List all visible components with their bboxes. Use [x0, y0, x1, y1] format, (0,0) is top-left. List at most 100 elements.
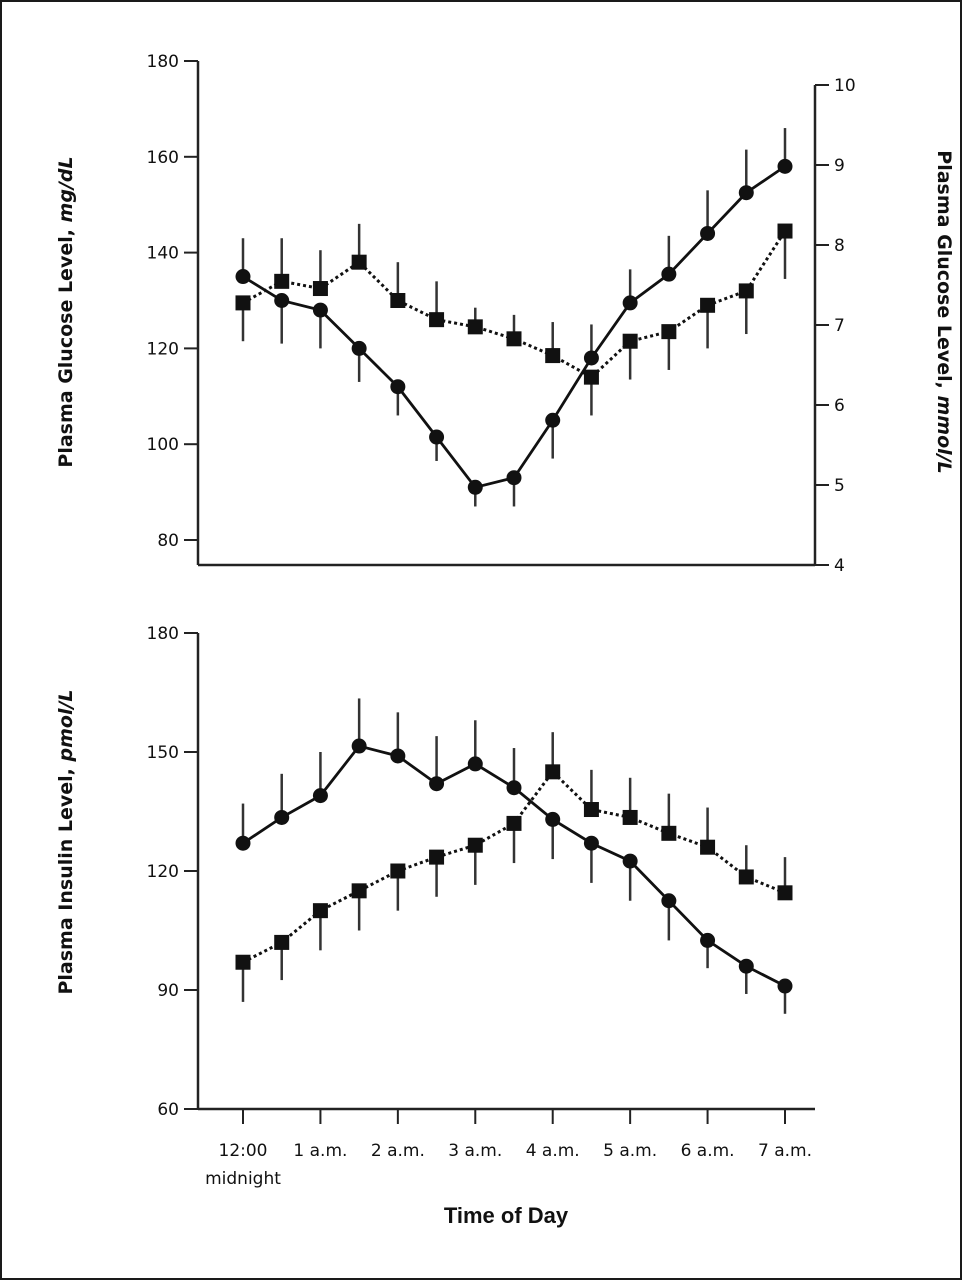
glucose-panel: 80 100 120 140 160 180 4 5 6 7 8 9 10 Plasma Glucos…: [55, 52, 955, 576]
x-tick-label: 1 a.m.: [293, 1141, 347, 1161]
insulin-data-point-circle: [390, 748, 406, 764]
glucose-data-point-circle: [506, 470, 522, 486]
glucose-data-point-square: [738, 283, 754, 299]
glucose-y-tick-label: 80: [157, 531, 179, 551]
insulin-y-label-text: Plasma Insulin Level,: [55, 762, 77, 995]
glucose-data-point-circle: [351, 340, 367, 356]
insulin-data-point-square: [235, 954, 251, 970]
insulin-y-tick-label: 180: [147, 624, 179, 644]
x-tick-label: 3 a.m.: [448, 1141, 502, 1161]
x-tick-label: 4 a.m.: [526, 1141, 580, 1161]
glucose-data-point-circle: [312, 302, 328, 318]
insulin-data-point-square: [312, 903, 328, 919]
insulin-y-tick-label: 60: [157, 1100, 179, 1120]
x-axis-title: Time of Day: [444, 1203, 569, 1228]
glucose-data-point-square: [622, 333, 638, 349]
glucose-y2-tick-label: 4: [834, 556, 845, 576]
glucose-data-point-square: [506, 331, 522, 347]
insulin-data-point-circle: [351, 738, 367, 754]
insulin-data-point-circle: [777, 978, 793, 994]
glucose-y-tick-label: 180: [147, 52, 179, 72]
glucose-series-square: [235, 223, 793, 416]
insulin-data-point-circle: [700, 932, 716, 948]
x-tick-label: 5 a.m.: [603, 1141, 657, 1161]
glucose-data-point-square: [351, 254, 367, 270]
glucose-data-point-square: [390, 293, 406, 308]
glucose-y-tick-label: 100: [147, 435, 179, 455]
glucose-data-point-square: [700, 297, 716, 313]
insulin-data-point-circle: [274, 809, 290, 825]
glucose-data-point-square: [312, 281, 328, 297]
glucose-data-point-circle: [583, 350, 599, 366]
insulin-data-point-square: [429, 849, 445, 865]
glucose-y2-axis-title: Plasma Glucose Level, mmol/L: [933, 150, 955, 473]
glucose-data-point-square: [661, 324, 677, 340]
glucose-y2-tick-label: 6: [834, 396, 845, 416]
x-tick-label: 12:00: [219, 1141, 268, 1161]
insulin-data-point-square: [506, 815, 522, 831]
glucose-data-point-circle: [700, 225, 716, 241]
glucose-y-tick-label: 120: [147, 339, 179, 359]
insulin-data-point-circle: [312, 788, 328, 804]
insulin-data-point-square: [777, 885, 793, 901]
x-tick-sublabel: midnight: [205, 1169, 281, 1189]
x-tick-label: 7 a.m.: [758, 1141, 812, 1161]
insulin-data-point-circle: [467, 756, 483, 772]
insulin-data-point-square: [351, 883, 367, 899]
x-tick-label: 2 a.m.: [371, 1141, 425, 1161]
insulin-y-tick-label: 150: [147, 743, 179, 763]
insulin-data-point-square: [274, 934, 290, 950]
x-tick-label: 6 a.m.: [681, 1141, 735, 1161]
glucose-data-point-circle: [390, 379, 406, 395]
insulin-y-tick-label: 90: [157, 981, 179, 1001]
glucose-data-point-square: [429, 312, 445, 328]
glucose-y-tick-label: 140: [147, 244, 179, 264]
insulin-data-point-circle: [429, 776, 445, 792]
glucose-data-point-circle: [622, 295, 638, 311]
glucose-y2-ticks: 4 5 6 7 8 9 10: [813, 76, 856, 576]
insulin-x-ticks: 12:00 midnight 1 a.m. 2 a.m. 3 a.m. 4 a.m. 5 a…: [205, 1109, 812, 1189]
glucose-axes: [196, 61, 815, 567]
glucose-data-point-circle: [467, 479, 483, 495]
insulin-series-square: [235, 732, 793, 1002]
insulin-data-point-square: [390, 863, 406, 879]
insulin-y-axis-title: Plasma Insulin Level, pmol/L: [55, 689, 77, 994]
glucose-data-point-circle: [661, 266, 677, 282]
glucose-data-point-circle: [545, 412, 561, 428]
glucose-data-point-circle: [738, 185, 754, 201]
glucose-y2-tick-label: 8: [834, 236, 845, 256]
glucose-y-ticks: 80 100 120 140 160 180: [147, 52, 198, 551]
glucose-data-point-square: [545, 348, 561, 364]
glucose-series: [235, 128, 793, 507]
glucose-data-point-square: [274, 273, 290, 289]
glucose-y2-tick-label: 5: [834, 476, 845, 496]
glucose-y-tick-label: 160: [147, 148, 179, 168]
glucose-y2-tick-label: 9: [834, 156, 845, 176]
glucose-y2-tick-label: 10: [834, 76, 856, 96]
insulin-data-point-square: [622, 809, 638, 825]
insulin-data-point-square: [467, 837, 483, 853]
insulin-data-point-circle: [583, 835, 599, 851]
glucose-y-label-text: Plasma Glucose Level,: [55, 222, 77, 467]
glucose-data-point-square: [777, 223, 793, 239]
glucose-data-point-circle: [777, 158, 793, 174]
glucose-y2-label-unit: mmol/L: [933, 395, 955, 473]
glucose-y2-label-text: Plasma Glucose Level,: [933, 150, 955, 395]
glucose-series-circle: [235, 128, 793, 507]
insulin-data-point-circle: [506, 780, 522, 796]
glucose-y2-tick-label: 7: [834, 316, 845, 336]
insulin-data-point-circle: [235, 835, 251, 851]
insulin-data-point-square: [545, 764, 561, 780]
glucose-y-axis-title: Plasma Glucose Level, mg/dL: [55, 156, 77, 467]
insulin-series: [235, 698, 793, 1014]
insulin-data-point-circle: [622, 853, 638, 869]
glucose-data-point-circle: [429, 429, 445, 445]
insulin-panel: 60 90 120 150 180 12:00 midnight 1 a.m. 2 a.m. 3…: [55, 624, 815, 1228]
glucose-data-point-square: [467, 319, 483, 335]
insulin-y-tick-label: 120: [147, 862, 179, 882]
glucose-y-label-unit: mg/dL: [55, 156, 77, 222]
insulin-data-point-circle: [545, 811, 561, 827]
glucose-data-point-square: [583, 369, 599, 385]
